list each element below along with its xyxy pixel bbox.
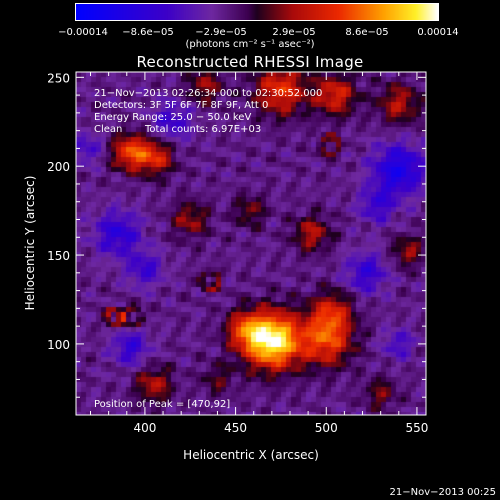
annotation-energy-range: Energy Range: 25.0 − 50.0 keV	[94, 112, 251, 123]
colorbar	[75, 3, 439, 21]
x-tick-label: 450	[224, 421, 247, 435]
annotation-peak-position: Position of Peak = [470,92]	[94, 399, 230, 410]
annotation-time-range: 21−Nov−2013 02:26:34.000 to 02:30:52.000	[94, 88, 322, 99]
colorbar-units: (photons cm⁻² s⁻¹ asec⁻²)	[185, 39, 315, 50]
colorbar-tick-label: 2.9e−05	[272, 27, 316, 38]
colorbar-tick-label: 8.6e−05	[345, 27, 389, 38]
heatmap-image	[76, 72, 426, 415]
y-tick-label: 250	[47, 71, 70, 85]
colorbar-tick-label: −8.6e−05	[122, 27, 174, 38]
annotation-total-counts: Total counts: 6.97E+03	[144, 124, 261, 135]
annotation-detectors: Detectors: 3F 5F 6F 7F 8F 9F, Att 0	[94, 100, 268, 111]
colorbar-tick-label: −2.9e−05	[195, 27, 247, 38]
x-tick-label: 500	[315, 421, 338, 435]
y-tick-label: 100	[47, 338, 70, 352]
x-tick-label: 400	[133, 421, 156, 435]
y-tick-label: 150	[47, 249, 70, 263]
timestamp: 21−Nov−2013 00:25	[389, 487, 496, 498]
axis-tick-labels: 400 450 500 550 100 150 200 250	[47, 71, 428, 435]
colorbar-tick-label: −0.00014	[58, 27, 108, 38]
axis-ticks	[76, 72, 426, 416]
x-axis-label: Heliocentric X (arcsec)	[183, 448, 319, 462]
y-tick-label: 200	[47, 160, 70, 174]
annotation-method: Clean	[94, 124, 122, 135]
plot-frame	[75, 71, 427, 416]
x-tick-label: 550	[405, 421, 428, 435]
y-axis-label: Heliocentric Y (arcsec)	[23, 176, 37, 311]
colorbar-tick-label: 0.00014	[417, 27, 459, 38]
chart-title: Reconstructed RHESSI Image	[136, 53, 364, 71]
colorbar-gradient	[76, 4, 438, 20]
